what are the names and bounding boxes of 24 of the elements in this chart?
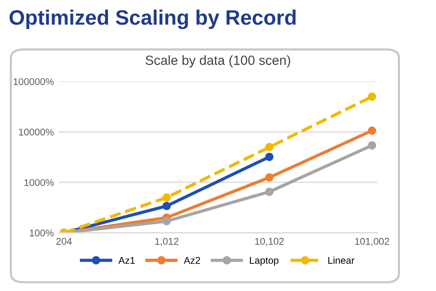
point xyxy=(162,202,171,210)
y-tick-label: 1000% xyxy=(24,179,54,186)
x-tick-label: 10,102 xyxy=(255,238,284,246)
x-tick-label: 204 xyxy=(56,238,72,245)
point xyxy=(368,92,376,101)
point xyxy=(265,173,274,182)
point xyxy=(265,152,274,162)
legend-label: Az1 xyxy=(118,257,135,264)
chart-title: Optimized Scaling by Record xyxy=(10,10,296,30)
y-tick-label: 10000% xyxy=(19,128,54,136)
point xyxy=(265,188,274,196)
legend-label: Az2 xyxy=(184,256,200,264)
chart-subtitle: Scale by data (100 scen) xyxy=(146,55,290,68)
legend-label: Linear xyxy=(328,256,354,264)
y-tick-label: 100000% xyxy=(14,78,54,86)
legend-label: Laptop xyxy=(250,257,278,266)
x-tick-label: 1,012 xyxy=(155,238,178,246)
y-tick-label: 100% xyxy=(30,230,54,236)
point xyxy=(162,193,171,202)
point xyxy=(265,142,274,152)
point xyxy=(368,141,376,150)
point xyxy=(368,126,376,135)
point xyxy=(162,217,171,226)
x-tick-label: 101,002 xyxy=(355,238,390,246)
